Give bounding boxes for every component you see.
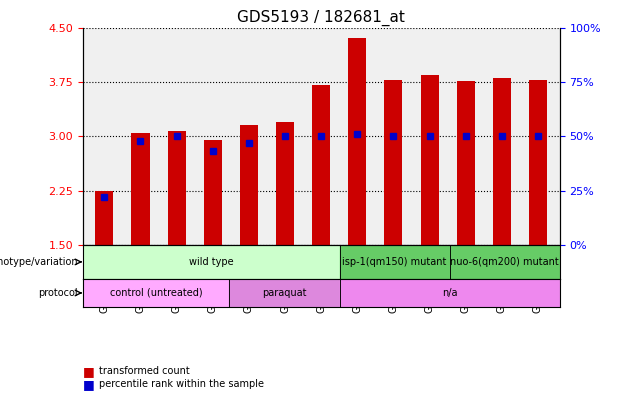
Title: GDS5193 / 182681_at: GDS5193 / 182681_at — [237, 10, 405, 26]
Text: paraquat: paraquat — [262, 288, 307, 298]
Bar — [349, 39, 366, 245]
Bar — [420, 75, 439, 245]
Bar — [450, 245, 560, 279]
Bar — [340, 279, 560, 307]
Bar — [240, 125, 258, 245]
Bar — [276, 122, 294, 245]
Text: percentile rank within the sample: percentile rank within the sample — [99, 379, 263, 389]
Text: transformed count: transformed count — [99, 366, 190, 376]
Bar — [457, 81, 474, 245]
Text: isp-1(qm150) mutant: isp-1(qm150) mutant — [342, 257, 446, 267]
Y-axis label: genotype/variation: genotype/variation — [0, 257, 78, 267]
Bar — [230, 279, 340, 307]
Bar — [204, 140, 222, 245]
Text: control (untreated): control (untreated) — [110, 288, 202, 298]
Bar — [95, 191, 113, 245]
Text: wild type: wild type — [189, 257, 233, 267]
Bar — [529, 81, 547, 245]
Bar — [384, 81, 403, 245]
Bar — [312, 85, 330, 245]
Text: n/a: n/a — [442, 288, 457, 298]
Bar — [83, 279, 230, 307]
Bar — [83, 245, 340, 279]
Bar — [493, 78, 511, 245]
Text: ■: ■ — [83, 365, 94, 378]
Bar — [340, 245, 450, 279]
Text: ■: ■ — [83, 378, 94, 391]
Text: nuo-6(qm200) mutant: nuo-6(qm200) mutant — [450, 257, 559, 267]
Bar — [168, 131, 186, 245]
Bar — [132, 132, 149, 245]
Y-axis label: protocol: protocol — [38, 288, 78, 298]
